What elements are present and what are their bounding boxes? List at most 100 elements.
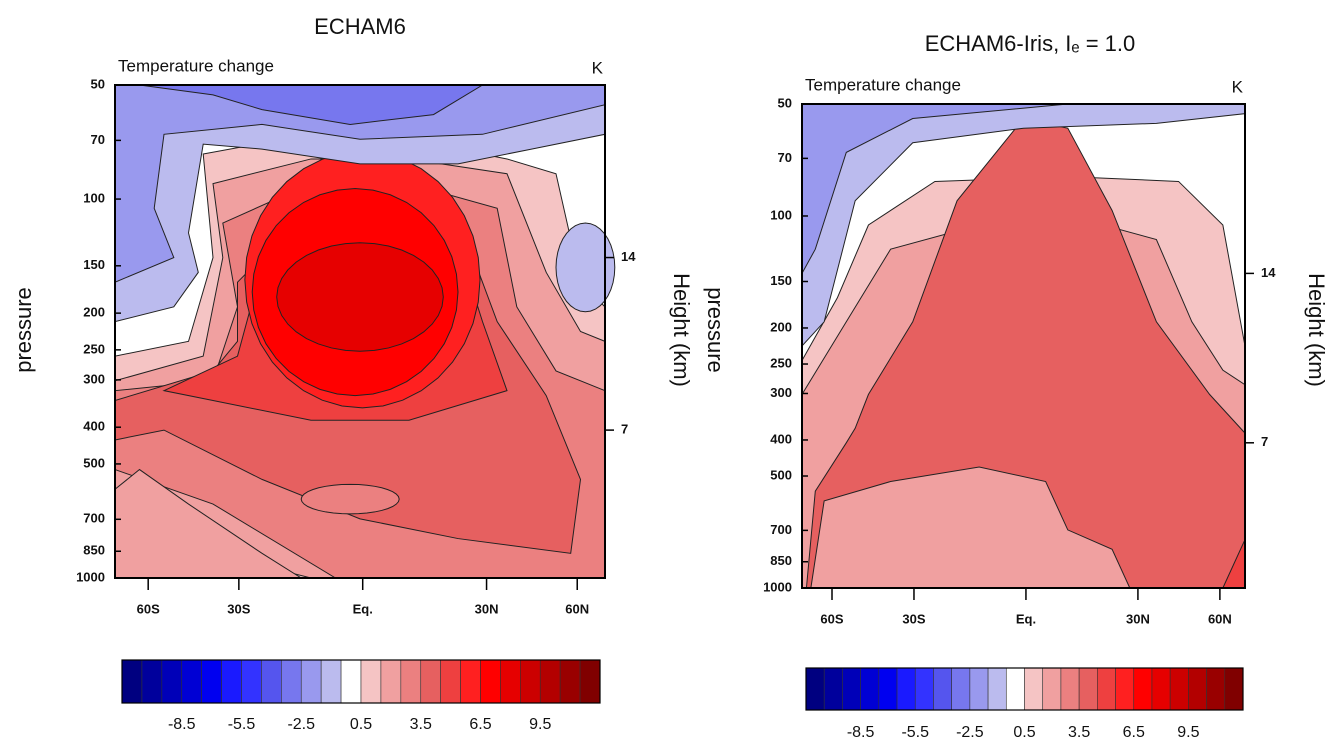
x-tick-label: 60N [1208, 611, 1232, 626]
colorbar-label: 0.5 [1013, 724, 1035, 741]
y-tick-label: 700 [83, 511, 105, 526]
colorbar-label: -5.5 [228, 716, 256, 733]
colorbar-box [221, 659, 242, 704]
colorbar-box [360, 659, 382, 704]
colorbar-box [340, 659, 362, 704]
colorbar-box [1078, 667, 1098, 711]
colorbar-box [1115, 667, 1135, 711]
colorbar-box [440, 659, 461, 704]
y-tick-label: 700 [770, 522, 792, 537]
colorbar-box [951, 667, 971, 711]
colorbar-box [805, 667, 825, 711]
y2-tick-label: 14 [1261, 265, 1276, 280]
x-tick-label: Eq. [353, 601, 373, 616]
y-tick-label: 300 [770, 385, 792, 400]
colorbar-box [1224, 667, 1244, 711]
y-tick-label: 250 [83, 341, 105, 356]
y-tick-label: 850 [770, 553, 792, 568]
y-tick-label: 300 [83, 371, 105, 386]
colorbar-box [500, 659, 521, 704]
colorbar-label: -5.5 [901, 724, 929, 741]
colorbar-box [1169, 667, 1189, 711]
colorbar-label: -8.5 [847, 724, 875, 741]
x-tick-label: 30N [1126, 611, 1150, 626]
colorbar-box [860, 667, 880, 711]
x-tick-label: 60S [820, 611, 843, 626]
chart-title: ECHAM6 [314, 14, 406, 39]
colorbar-box [141, 659, 163, 704]
y-axis-label: pressure [703, 287, 728, 373]
colorbar-box [1133, 667, 1153, 711]
colorbar-box [241, 659, 262, 704]
colorbar-box [320, 659, 342, 704]
y-tick-label: 500 [770, 467, 792, 482]
x-tick-label: Eq. [1016, 611, 1036, 626]
colorbar-frame [805, 667, 1244, 711]
y-tick-label: 1000 [763, 579, 792, 594]
colorbar-box [480, 659, 501, 704]
plot-frame [801, 103, 1246, 589]
y2-tick-label: 7 [621, 422, 628, 437]
colorbar-label: -8.5 [168, 716, 196, 733]
colorbar-box [1151, 667, 1171, 711]
colorbar-box [933, 667, 952, 711]
colorbar-box [969, 667, 989, 711]
x-tick-label: 30S [227, 601, 250, 616]
colorbar-box [896, 667, 916, 711]
y-tick-label: 150 [770, 273, 792, 288]
x-tick-label: 30N [475, 601, 499, 616]
colorbar-box [201, 659, 222, 704]
y-tick-label: 400 [770, 431, 792, 446]
y-axis-label: pressure [11, 287, 36, 373]
colorbar-box [823, 667, 843, 711]
unit-label: K [1232, 77, 1244, 96]
unit-label: K [592, 58, 604, 77]
colorbar-box [380, 659, 402, 704]
x-tick-label: 60S [137, 601, 160, 616]
colorbar-label: 6.5 [1123, 724, 1145, 741]
colorbar-box [520, 659, 541, 704]
y2-axis-label: Height (km) [669, 273, 694, 387]
colorbar-box [987, 667, 1007, 711]
subtitle: Temperature change [118, 56, 274, 75]
y-tick-label: 70 [778, 150, 792, 165]
y-tick-label: 50 [778, 95, 792, 110]
colorbar-box [1188, 667, 1207, 711]
y-tick-label: 70 [91, 132, 105, 147]
y2-axis-label: Height (km) [1304, 273, 1329, 387]
colorbar-label: 3.5 [410, 716, 432, 733]
colorbar-box [261, 659, 282, 704]
y2-tick-label: 14 [621, 249, 636, 264]
colorbar-box [1060, 667, 1080, 711]
y-tick-label: 200 [83, 305, 105, 320]
contour-region [300, 483, 400, 515]
colorbar-box [878, 667, 898, 711]
colorbar-label: 9.5 [529, 716, 551, 733]
y-tick-label: 1000 [76, 569, 105, 584]
colorbar-box [181, 659, 202, 704]
y-tick-label: 400 [83, 419, 105, 434]
y-tick-label: 850 [83, 543, 105, 558]
colorbar-label: -2.5 [956, 724, 984, 741]
colorbar-box [281, 659, 302, 704]
colorbar-box [1206, 667, 1226, 711]
colorbar-box [914, 667, 934, 711]
colorbar-label: 0.5 [350, 716, 372, 733]
plot-frame [114, 84, 606, 579]
colorbar-box [420, 659, 441, 704]
subtitle: Temperature change [805, 75, 961, 94]
contour-region [555, 222, 616, 313]
x-tick-label: 30S [902, 611, 925, 626]
colorbar-box [300, 659, 322, 704]
y-tick-label: 250 [770, 355, 792, 370]
contour-region [810, 466, 1131, 589]
colorbar-box [842, 667, 861, 711]
colorbar-box [1005, 667, 1025, 711]
colorbar-label: 3.5 [1068, 724, 1090, 741]
chart-title: ECHAM6-Iris, Iₑ = 1.0 [925, 31, 1136, 56]
y-tick-label: 500 [83, 455, 105, 470]
colorbar-box [539, 659, 561, 704]
colorbar-box [460, 659, 481, 704]
